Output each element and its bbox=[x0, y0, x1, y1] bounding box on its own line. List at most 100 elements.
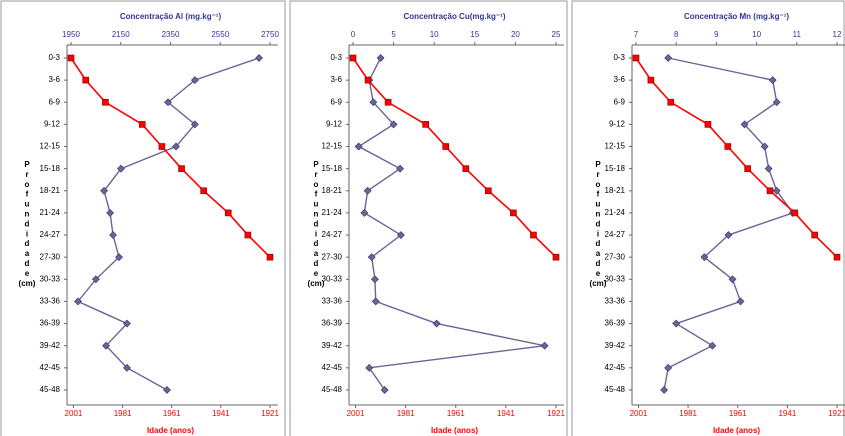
y-tick-label: 30-33 bbox=[605, 274, 626, 283]
y-tick-label: 18-21 bbox=[322, 186, 343, 195]
marker bbox=[389, 120, 398, 129]
marker bbox=[370, 275, 379, 284]
marker bbox=[664, 363, 673, 372]
bottom-axis-title: Idade (anos) bbox=[713, 426, 760, 435]
marker bbox=[369, 98, 378, 107]
marker bbox=[200, 187, 207, 195]
bottom-tick-label: 2001 bbox=[630, 409, 648, 418]
marker bbox=[384, 98, 392, 106]
marker bbox=[158, 143, 166, 150]
y-tick-label: 15-18 bbox=[322, 164, 343, 173]
y-tick-label: 27-30 bbox=[40, 252, 61, 261]
marker bbox=[724, 231, 733, 239]
marker bbox=[510, 209, 517, 217]
y-tick-label: 30-33 bbox=[40, 274, 61, 283]
series-line bbox=[635, 57, 838, 258]
y-tick-label: 18-21 bbox=[40, 186, 61, 195]
marker bbox=[365, 363, 374, 372]
bottom-tick-label: 1921 bbox=[547, 409, 565, 418]
marker bbox=[82, 76, 90, 84]
series-line bbox=[70, 57, 271, 258]
marker bbox=[163, 386, 171, 394]
marker bbox=[123, 363, 131, 372]
marker bbox=[115, 253, 123, 262]
y-tick-label: 12-15 bbox=[605, 142, 626, 151]
marker bbox=[540, 341, 549, 350]
marker bbox=[760, 142, 769, 151]
marker bbox=[744, 165, 751, 172]
top-tick-label: 8 bbox=[674, 30, 679, 39]
y-tick-label: 6-9 bbox=[48, 97, 60, 106]
marker bbox=[164, 98, 172, 107]
y-tick-label: 27-30 bbox=[322, 252, 343, 261]
top-tick-label: 20 bbox=[511, 30, 520, 39]
marker bbox=[172, 142, 180, 151]
marker bbox=[224, 209, 232, 217]
marker bbox=[772, 98, 781, 107]
top-tick-label: 1950 bbox=[62, 30, 80, 39]
marker bbox=[672, 319, 681, 328]
bottom-tick-label: 1981 bbox=[679, 409, 697, 418]
bottom-tick-label: 1941 bbox=[212, 409, 230, 418]
marker bbox=[791, 209, 799, 217]
y-tick-label: 42-45 bbox=[322, 363, 343, 372]
top-axis-title: Concentração Mn (mg.kg⁻¹) bbox=[684, 12, 789, 21]
bottom-tick-label: 1941 bbox=[778, 409, 796, 418]
top-tick-label: 0 bbox=[351, 30, 356, 39]
y-tick-label: 33-36 bbox=[40, 297, 61, 306]
bottom-tick-label: 2001 bbox=[347, 409, 365, 418]
marker bbox=[109, 231, 117, 239]
marker bbox=[354, 142, 363, 151]
marker bbox=[700, 253, 709, 262]
top-tick-label: 5 bbox=[391, 30, 396, 39]
marker bbox=[380, 386, 389, 394]
marker bbox=[766, 187, 774, 195]
marker bbox=[376, 54, 385, 62]
marker bbox=[740, 120, 749, 129]
bottom-tick-label: 1961 bbox=[729, 409, 747, 418]
marker bbox=[363, 186, 372, 195]
y-tick-label: 15-18 bbox=[605, 164, 626, 173]
bottom-tick-label: 2001 bbox=[65, 409, 83, 418]
y-tick-label: 30-33 bbox=[322, 274, 343, 283]
marker bbox=[91, 275, 100, 284]
marker bbox=[530, 231, 537, 239]
series-line bbox=[76, 57, 260, 391]
y-tick-label: 21-24 bbox=[40, 208, 61, 217]
marker bbox=[102, 341, 110, 350]
y-tick-label: 24-27 bbox=[605, 230, 626, 239]
y-tick-label: 39-42 bbox=[40, 341, 61, 350]
marker bbox=[396, 164, 405, 173]
marker bbox=[442, 143, 450, 150]
bottom-tick-label: 1961 bbox=[447, 409, 465, 418]
panel-frame bbox=[289, 0, 568, 436]
marker bbox=[552, 253, 560, 261]
y-tick-label: 42-45 bbox=[605, 363, 626, 372]
y-tick-label: 42-45 bbox=[40, 363, 61, 372]
marker bbox=[67, 54, 75, 62]
marker bbox=[736, 297, 745, 306]
y-tick-label: 36-39 bbox=[322, 319, 343, 328]
y-tick-label: 15-18 bbox=[40, 164, 61, 173]
marker bbox=[190, 76, 199, 85]
y-tick-label: 45-48 bbox=[605, 385, 626, 394]
bottom-tick-label: 1921 bbox=[261, 409, 279, 418]
y-tick-label: 36-39 bbox=[40, 319, 61, 328]
top-tick-label: 10 bbox=[752, 30, 761, 39]
y-tick-label: 0-3 bbox=[613, 53, 625, 62]
y-tick-label: 24-27 bbox=[322, 230, 343, 239]
marker bbox=[422, 121, 429, 128]
marker bbox=[74, 297, 82, 306]
top-tick-label: 2150 bbox=[112, 30, 130, 39]
top-tick-label: 11 bbox=[793, 30, 802, 39]
marker bbox=[106, 208, 114, 217]
marker bbox=[728, 275, 737, 284]
y-tick-label: 9-12 bbox=[44, 119, 61, 128]
marker bbox=[117, 164, 125, 173]
bottom-tick-label: 1981 bbox=[114, 409, 132, 418]
y-tick-label: 33-36 bbox=[322, 297, 343, 306]
y-tick-label: 33-36 bbox=[605, 297, 626, 306]
bottom-axis-title: Idade (anos) bbox=[147, 426, 194, 435]
